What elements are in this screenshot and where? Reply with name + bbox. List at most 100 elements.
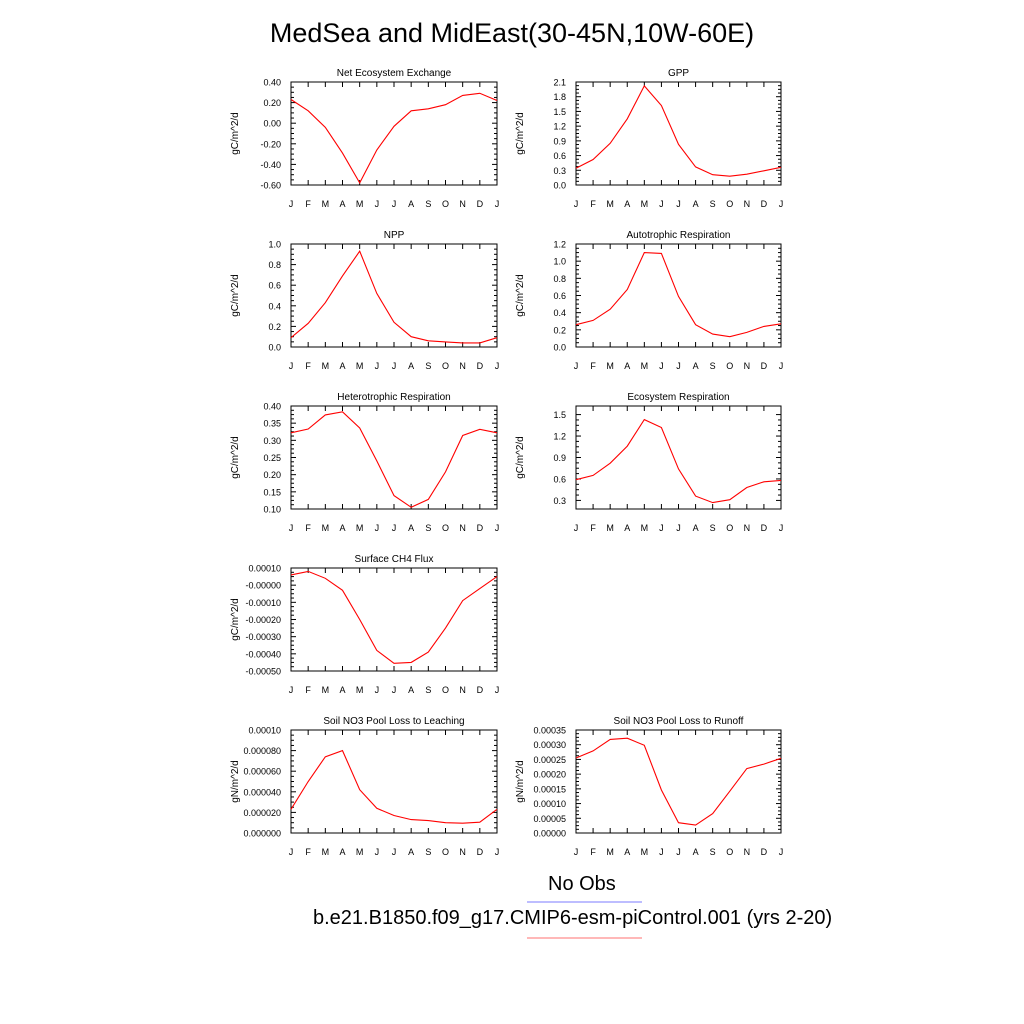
panel-title: Ecosystem Respiration [627, 392, 729, 403]
series-line [290, 570, 498, 664]
y-tick-label: 1.0 [553, 257, 566, 267]
y-tick-label: 1.8 [553, 92, 566, 102]
x-tick-label: O [442, 199, 449, 209]
x-tick-label: S [425, 523, 431, 533]
series-line [575, 84, 782, 177]
y-tick-label: 0.20 [263, 98, 281, 108]
y-tick-label: 0.000000 [243, 829, 281, 839]
y-tick-label: 0.35 [263, 419, 281, 429]
x-tick-label: J [659, 361, 664, 371]
y-tick-label: 0.9 [553, 453, 566, 463]
y-tick-label: 0.25 [263, 453, 281, 463]
x-tick-label: S [425, 847, 431, 857]
y-tick-label: 0.8 [553, 274, 566, 284]
x-tick-label: M [641, 847, 649, 857]
x-tick-label: J [779, 361, 784, 371]
x-tick-label: O [726, 847, 733, 857]
x-tick-label: M [606, 523, 614, 533]
y-tick-label: 0.6 [553, 474, 566, 484]
y-tick-label: 0.2 [553, 325, 566, 335]
y-tick-label: 0.15 [263, 487, 281, 497]
y-tick-label: 0.6 [553, 151, 566, 161]
x-tick-label: J [495, 847, 500, 857]
x-tick-label: J [375, 847, 380, 857]
x-tick-label: J [779, 523, 784, 533]
y-axis-label: gC/m^2/d [515, 436, 526, 479]
x-tick-label: J [779, 847, 784, 857]
y-axis-label: gC/m^2/d [515, 274, 526, 317]
x-tick-label: M [322, 847, 330, 857]
x-tick-label: N [744, 199, 751, 209]
x-tick-label: D [761, 847, 768, 857]
y-axis-label: gC/m^2/d [515, 112, 526, 155]
y-tick-label: 0.20 [263, 470, 281, 480]
x-tick-label: F [590, 523, 596, 533]
x-tick-label: O [726, 199, 733, 209]
x-tick-label: J [676, 199, 681, 209]
x-tick-label: S [710, 361, 716, 371]
panel-title: Soil NO3 Pool Loss to Leaching [323, 716, 464, 727]
series-line [290, 749, 498, 824]
y-axis-label: gC/m^2/d [230, 436, 241, 479]
x-tick-label: M [606, 361, 614, 371]
x-tick-label: M [356, 847, 364, 857]
y-tick-label: 0.40 [263, 402, 281, 412]
y-tick-label: 0.9 [553, 136, 566, 146]
x-tick-label: F [305, 523, 311, 533]
y-tick-label: -0.40 [260, 160, 281, 170]
y-tick-label: 0.00025 [533, 755, 566, 765]
x-tick-label: N [744, 847, 751, 857]
x-tick-label: O [442, 685, 449, 695]
x-tick-label: J [392, 361, 397, 371]
x-tick-label: M [606, 199, 614, 209]
panel-title: Net Ecosystem Exchange [337, 68, 452, 79]
x-tick-label: J [574, 523, 579, 533]
x-tick-label: N [744, 361, 751, 371]
x-tick-label: A [624, 361, 630, 371]
x-tick-label: A [624, 199, 630, 209]
x-tick-label: J [574, 847, 579, 857]
x-tick-label: J [659, 847, 664, 857]
x-tick-label: J [289, 847, 294, 857]
y-tick-label: 0.8 [268, 260, 281, 270]
x-tick-label: J [676, 361, 681, 371]
x-tick-label: D [761, 523, 768, 533]
x-tick-label: M [356, 199, 364, 209]
x-tick-label: J [495, 523, 500, 533]
x-tick-label: S [710, 523, 716, 533]
x-tick-label: A [693, 523, 699, 533]
y-tick-label: 0.0 [268, 343, 281, 353]
x-tick-label: J [289, 361, 294, 371]
x-tick-label: S [710, 199, 716, 209]
panel-title: Autotrophic Respiration [627, 230, 731, 241]
x-tick-label: O [726, 361, 733, 371]
x-tick-label: J [495, 361, 500, 371]
plot-frame [290, 405, 498, 510]
x-tick-label: A [408, 685, 414, 695]
x-tick-label: M [606, 847, 614, 857]
x-tick-label: A [408, 199, 414, 209]
x-tick-label: F [590, 199, 596, 209]
x-tick-label: J [676, 847, 681, 857]
x-tick-label: O [442, 847, 449, 857]
x-tick-label: N [459, 361, 466, 371]
x-tick-label: M [356, 361, 364, 371]
x-tick-label: A [624, 523, 630, 533]
x-tick-label: S [425, 199, 431, 209]
y-tick-label: 0.00015 [533, 784, 566, 794]
x-tick-label: M [322, 361, 330, 371]
x-tick-label: A [339, 361, 345, 371]
x-tick-label: J [375, 685, 380, 695]
x-tick-label: J [289, 523, 294, 533]
x-tick-label: D [477, 523, 484, 533]
x-tick-label: J [659, 199, 664, 209]
y-tick-label: -0.00050 [245, 667, 281, 677]
plot-frame [575, 729, 782, 834]
x-tick-label: A [408, 523, 414, 533]
x-tick-label: O [442, 523, 449, 533]
